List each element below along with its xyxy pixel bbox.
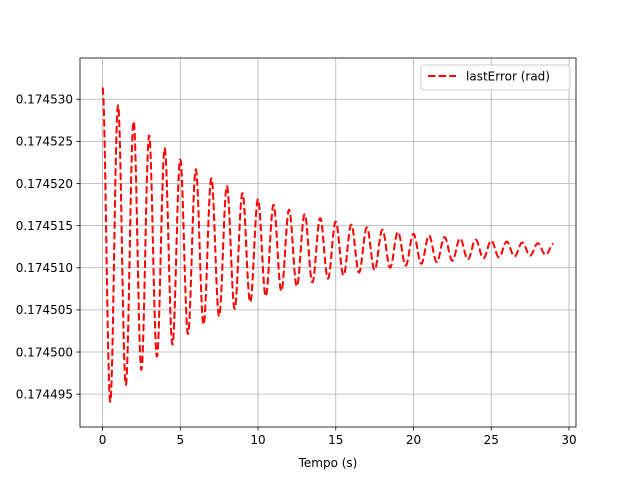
y-tick-label: 0.174495 bbox=[16, 387, 73, 401]
y-tick-label: 0.174530 bbox=[16, 93, 73, 107]
grid bbox=[80, 58, 576, 427]
x-tick-label: 15 bbox=[328, 433, 343, 447]
y-tick-label: 0.174505 bbox=[16, 303, 73, 317]
x-tick-label: 20 bbox=[406, 433, 421, 447]
x-tick-label: 10 bbox=[250, 433, 265, 447]
x-axis-label: Tempo (s) bbox=[298, 456, 358, 470]
y-tick-label: 0.174510 bbox=[16, 261, 73, 275]
series-layer bbox=[101, 86, 555, 403]
x-tick-label: 0 bbox=[99, 433, 107, 447]
y-tick-label: 0.174515 bbox=[16, 219, 73, 233]
x-tick-label: 25 bbox=[484, 433, 499, 447]
plot-frame bbox=[79, 57, 577, 428]
y-tick-label: 0.174520 bbox=[16, 177, 73, 191]
legend-box bbox=[420, 64, 571, 91]
y-tick-label: 0.174500 bbox=[16, 345, 73, 359]
series-line-lastError bbox=[101, 86, 555, 403]
x-tick-label: 5 bbox=[176, 433, 184, 447]
axes: 0 5 10 15 20 25 30 0.174495 0.174500 0.174505 0.17… bbox=[16, 93, 577, 447]
x-tick-label: 30 bbox=[561, 433, 576, 447]
y-tick-label: 0.174525 bbox=[16, 135, 73, 149]
legend: lastError (rad) bbox=[420, 64, 571, 91]
legend-label: lastError (rad) bbox=[466, 70, 550, 84]
